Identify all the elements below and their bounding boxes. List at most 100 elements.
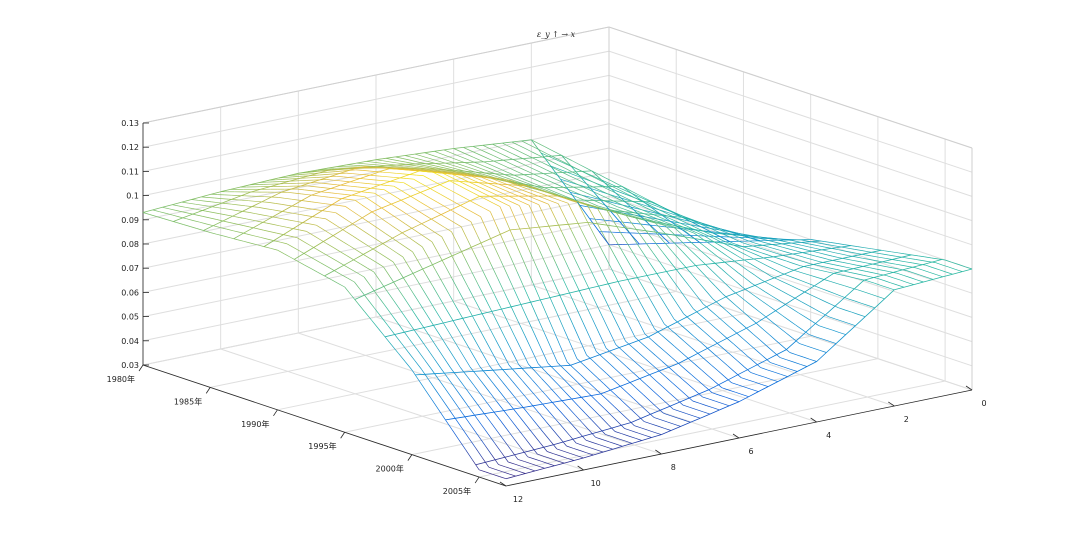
mesh-line-year bbox=[324, 275, 332, 280]
mesh-line-year bbox=[428, 157, 436, 161]
mesh-line-year bbox=[677, 218, 685, 221]
mesh-line-horizon bbox=[182, 213, 193, 219]
mesh-line-year bbox=[495, 189, 503, 194]
mesh-line-year bbox=[340, 251, 348, 257]
mesh-line-year bbox=[482, 144, 490, 149]
mesh-line-year bbox=[538, 387, 546, 396]
mesh-line-year bbox=[610, 203, 618, 208]
mesh-line-year bbox=[444, 159, 452, 163]
mesh-line-year bbox=[575, 260, 583, 275]
mesh-line-year bbox=[522, 163, 530, 168]
mesh-line-year bbox=[404, 361, 413, 371]
mesh-line-year bbox=[354, 190, 362, 193]
mesh-line-year bbox=[396, 181, 404, 184]
mesh-line-year bbox=[747, 270, 755, 276]
mesh-line-year bbox=[580, 194, 588, 198]
mesh-line-year bbox=[508, 461, 516, 465]
mesh-line-year bbox=[661, 223, 669, 227]
mesh-line-year bbox=[198, 199, 206, 202]
mesh-line-year bbox=[708, 257, 716, 264]
mesh-line-year bbox=[449, 176, 457, 181]
mesh-line-year bbox=[511, 192, 519, 197]
mesh-line-year bbox=[519, 253, 528, 269]
mesh-line-year bbox=[850, 245, 858, 247]
mesh-line-horizon bbox=[464, 414, 475, 418]
mesh-line-year bbox=[782, 315, 790, 321]
mesh-line-horizon bbox=[629, 232, 640, 245]
mesh-line-year bbox=[459, 331, 467, 344]
mesh-line-horizon bbox=[736, 327, 747, 334]
mesh-line-year bbox=[238, 204, 246, 207]
mesh-line-horizon bbox=[446, 169, 456, 171]
mesh-line-year bbox=[544, 370, 552, 379]
mesh-line-year bbox=[363, 276, 372, 287]
mesh-line-year bbox=[546, 421, 554, 431]
mesh-line-year bbox=[785, 251, 793, 255]
mesh-line-year bbox=[541, 378, 549, 387]
mesh-line-year bbox=[316, 224, 324, 230]
mesh-line-year bbox=[527, 456, 535, 460]
mesh-line-year bbox=[837, 283, 845, 287]
mesh-line-year bbox=[597, 183, 605, 187]
mesh-line-year bbox=[587, 205, 595, 218]
mesh-line-year bbox=[441, 236, 449, 250]
mesh-line-horizon bbox=[579, 205, 590, 219]
mesh-line-horizon bbox=[201, 193, 212, 198]
mesh-line-year bbox=[497, 278, 505, 293]
mesh-line-year bbox=[861, 302, 869, 306]
mesh-line-year bbox=[325, 173, 333, 175]
z-tick-label: 0.08 bbox=[121, 240, 139, 249]
mesh-line-year bbox=[724, 261, 732, 268]
mesh-line-year bbox=[564, 156, 572, 161]
mesh-line-year bbox=[602, 357, 611, 365]
mesh-line-horizon bbox=[233, 232, 244, 240]
grid-line-z bbox=[142, 50, 973, 173]
mesh-line-year bbox=[655, 243, 664, 253]
mesh-line-year bbox=[867, 280, 875, 284]
mesh-line-year bbox=[468, 287, 476, 302]
mesh-line-year bbox=[410, 206, 418, 211]
mesh-line-year bbox=[655, 355, 663, 362]
mesh-line-year bbox=[645, 358, 653, 366]
mesh-line-horizon bbox=[372, 243, 383, 250]
mesh-line-year bbox=[578, 174, 587, 179]
mesh-line-horizon bbox=[600, 199, 611, 211]
mesh-line-year bbox=[783, 266, 791, 270]
mesh-line-year bbox=[656, 273, 664, 284]
mesh-line-year bbox=[517, 179, 525, 183]
mesh-line-year bbox=[791, 308, 799, 314]
mesh-line-year bbox=[440, 335, 448, 347]
mesh-line-year bbox=[552, 172, 560, 177]
mesh-line-year bbox=[404, 331, 412, 342]
mesh-line-year bbox=[540, 176, 548, 181]
mesh-line-year bbox=[886, 266, 893, 269]
mesh-line-year bbox=[328, 171, 336, 173]
mesh-line-year bbox=[830, 267, 837, 270]
mesh-line-year bbox=[563, 368, 572, 377]
mesh-line-year bbox=[561, 400, 569, 409]
mesh-line-year bbox=[590, 395, 599, 403]
mesh-line-horizon bbox=[697, 347, 708, 354]
grid-line-floor-horizon bbox=[220, 348, 584, 471]
mesh-line-year bbox=[474, 414, 482, 425]
mesh-line-year bbox=[406, 282, 414, 294]
mesh-line-year bbox=[855, 256, 863, 259]
mesh-line-year bbox=[520, 304, 528, 320]
mesh-line-year bbox=[522, 407, 531, 417]
mesh-line-year bbox=[342, 216, 350, 222]
mesh-line-year bbox=[522, 152, 530, 157]
mesh-line-horizon bbox=[825, 305, 836, 316]
mesh-line-year bbox=[419, 303, 428, 315]
mesh-line-year bbox=[730, 354, 738, 362]
mesh-line-horizon bbox=[484, 172, 495, 175]
mesh-line-horizon bbox=[162, 204, 173, 208]
mesh-line-year bbox=[390, 181, 397, 183]
mesh-line-year bbox=[304, 264, 312, 269]
mesh-line-year bbox=[521, 140, 529, 145]
mesh-layer bbox=[142, 139, 973, 480]
mesh-line-year bbox=[827, 271, 834, 274]
mesh-line-year bbox=[337, 282, 345, 288]
mesh-line-year bbox=[486, 374, 494, 384]
mesh-line-year bbox=[311, 201, 319, 204]
